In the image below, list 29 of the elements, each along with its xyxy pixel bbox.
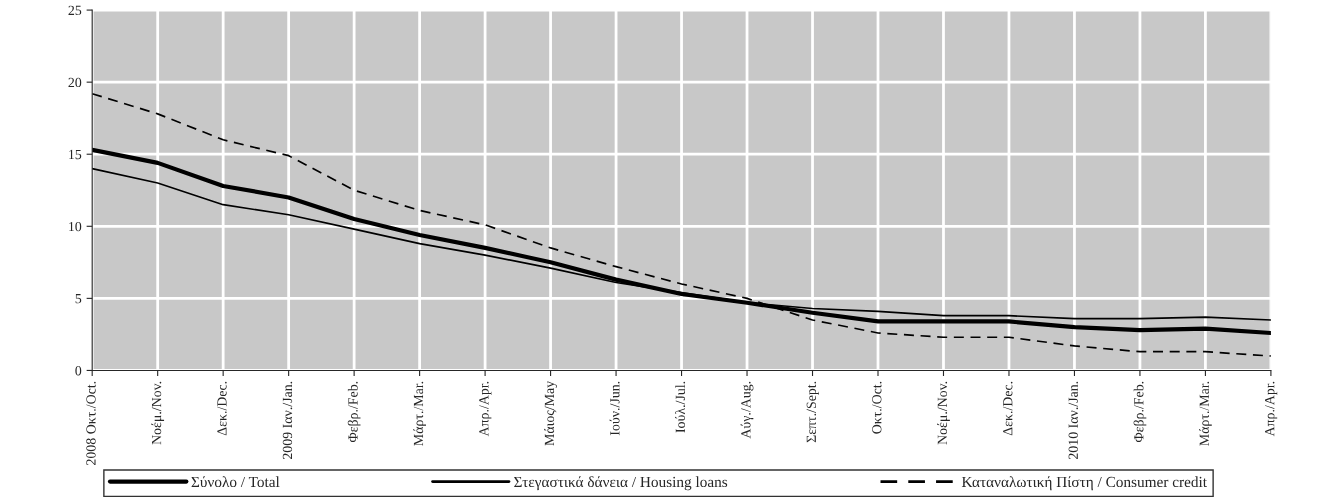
- x-tick-label: Δεκ./Dec.: [1003, 381, 1013, 436]
- line-series: [92, 92, 1271, 357]
- x-tick-label: Νοέμ./Nov.: [151, 381, 165, 445]
- x-tick-label: Μάιος/May: [544, 380, 557, 446]
- x-tick-label: Οκτ./Oct.: [872, 381, 882, 434]
- x-tick-label: 2010 Ιαν./Jan.: [1068, 381, 1078, 459]
- x-tick-label: Αύγ./Aug.: [740, 381, 754, 439]
- x-tick-label: Σεπτ./Sept.: [806, 381, 819, 443]
- x-tick-label: Απρ./Apr.: [479, 381, 492, 437]
- legend-label: Στεγαστικά δάνεια / Housing loans: [514, 476, 728, 491]
- y-tick-label: 10: [69, 221, 82, 232]
- legend-label: Σύνολο / Total: [191, 476, 280, 488]
- x-tick-label: Μάρτ./Mar.: [413, 381, 426, 446]
- x-tick-label: Ιούν./Jun.: [609, 381, 620, 436]
- x-tick-label: Φεβρ./Feb.: [347, 381, 361, 443]
- x-tick-label: Νοέμ./Nov.: [937, 381, 950, 445]
- y-tick-label: 25: [68, 5, 82, 16]
- y-tick-label: 15: [69, 149, 82, 160]
- y-tick-label: 5: [75, 294, 82, 304]
- y-tick-label: 0: [75, 366, 82, 376]
- x-tick-label: Φεβρ./Feb.: [1133, 381, 1147, 443]
- x-tick-label: Μάρτ./Mar.: [1199, 381, 1212, 446]
- y-tick-label: 20: [68, 77, 82, 88]
- x-tick-label: 2008 Οκτ./Oct.: [86, 381, 96, 465]
- legend-label: Καταναλωτική Πίστη / Consumer credit: [961, 476, 1207, 491]
- x-tick-label: Απρ./Apr.: [1265, 381, 1278, 437]
- x-tick-label: Δεκ./Dec.: [217, 381, 227, 436]
- x-tick-label: 2009 Ιαν./Jan.: [282, 381, 293, 459]
- x-tick-label: Ιούλ./Jul.: [675, 381, 686, 433]
